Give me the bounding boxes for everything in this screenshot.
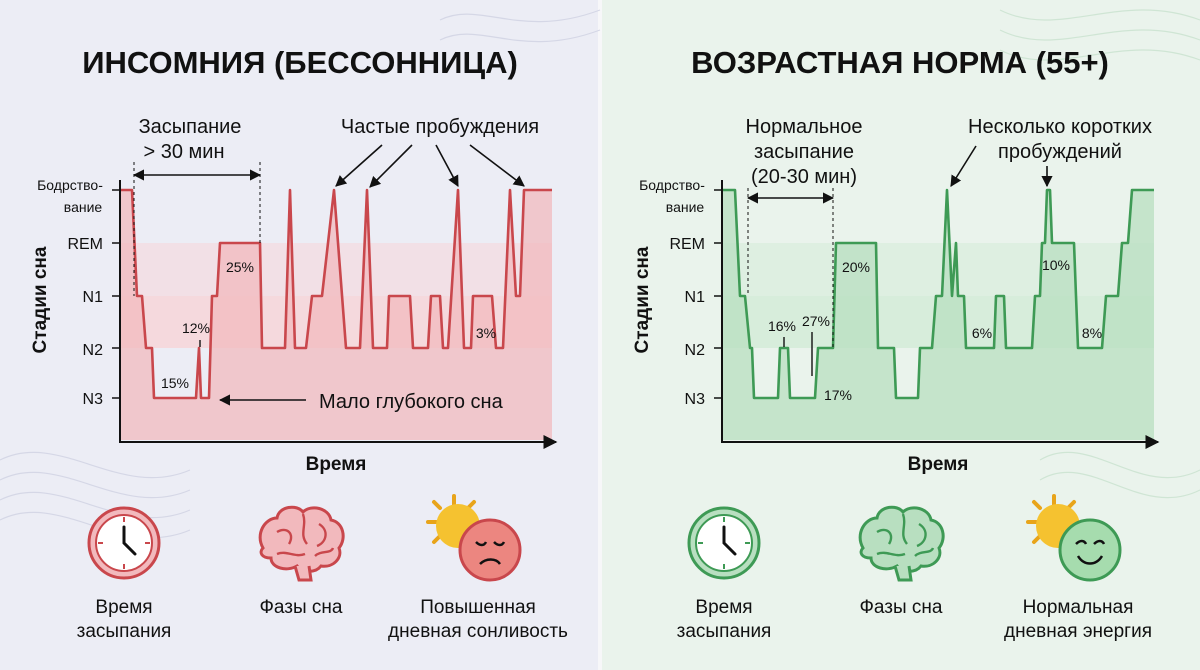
left-clock-label-2: засыпания (77, 621, 172, 642)
right-pct-n1-b: 8% (1082, 325, 1102, 341)
right-y-title: Стадии сна (632, 246, 653, 353)
panel-divider (598, 0, 602, 670)
r-tick-rem: REM (669, 236, 705, 253)
r-tick-n3: N3 (685, 391, 706, 408)
left-y-ticks: Бодрство- вание REM N1 N2 N3 (37, 177, 120, 408)
left-wave-decoration (0, 9, 601, 539)
left-sad-sun-face-icon (426, 494, 522, 582)
left-title: ИНСОМНИЯ (БЕССОННИЦА) (82, 45, 518, 80)
right-clock-label-2: засыпания (677, 621, 772, 642)
right-brain-label: Фазы сна (859, 597, 942, 618)
left-pct-n3: 15% (161, 375, 189, 391)
left-y-title: Стадии сна (30, 246, 51, 353)
right-wave-decoration (999, 9, 1200, 499)
right-awakening-arrows (950, 145, 1053, 188)
right-energy-label-2: дневная энергия (1004, 621, 1152, 642)
tick-wake-line1: Бодрство- (37, 177, 103, 193)
r-tick-wake-line1: Бодрство- (639, 177, 705, 193)
left-deep-sleep-label: Мало глубокого сна (319, 391, 504, 413)
right-onset-line1: Нормальное (746, 116, 863, 138)
right-rem-band (722, 243, 1154, 296)
left-sleepiness-label-1: Повышенная (420, 597, 536, 618)
left-awakenings-label: Частые пробуждения (341, 116, 539, 138)
left-axes (119, 180, 558, 449)
tick-rem: REM (67, 236, 103, 253)
right-title: ВОЗРАСТНАЯ НОРМА (55+) (691, 45, 1109, 80)
left-hypnogram-line (120, 188, 552, 400)
right-hypnogram-line (722, 188, 1154, 400)
right-awakenings-line1: Несколько коротких (968, 116, 1152, 138)
left-pct-n2: 12% (182, 320, 210, 336)
tick-n2: N2 (83, 342, 104, 359)
left-awakening-arrows (335, 144, 525, 188)
right-x-title: Время (908, 454, 969, 475)
right-pct-n3-b: 17% (824, 387, 852, 403)
right-y-ticks: Бодрство- вание REM N1 N2 N3 (639, 177, 722, 408)
right-axes (721, 180, 1160, 449)
tick-wake-line2: вание (64, 199, 103, 215)
left-sleepiness-label-2: дневная сонливость (388, 621, 568, 642)
left-pct-rem: 25% (226, 259, 254, 275)
left-hypnogram-fill (120, 190, 552, 440)
left-clock-icon (87, 506, 161, 580)
r-tick-n1: N1 (685, 289, 706, 306)
right-happy-sun-face-icon (1026, 494, 1122, 582)
right-onset-line3: (20-30 мин) (751, 166, 857, 188)
right-awakenings-line2: пробуждений (998, 141, 1122, 163)
left-pct-n1: 3% (476, 325, 496, 341)
tick-n3: N3 (83, 391, 104, 408)
tick-n1: N1 (83, 289, 104, 306)
right-onset-line2: засыпание (754, 141, 854, 163)
right-pct-n3-a: 27% (802, 313, 830, 329)
left-brain-label: Фазы сна (259, 597, 342, 618)
right-pct-rem-1: 20% (842, 259, 870, 275)
left-onset-line1: Засыпание (139, 116, 242, 138)
r-tick-wake-line2: вание (666, 199, 705, 215)
r-tick-n2: N2 (685, 342, 706, 359)
right-energy-label-1: Нормальная (1023, 597, 1134, 618)
right-pct-n1-a: 6% (972, 325, 992, 341)
left-x-title: Время (306, 454, 367, 475)
left-brain-icon (258, 505, 345, 582)
right-clock-label-1: Время (695, 597, 752, 618)
right-hypnogram-fill (722, 190, 1154, 440)
left-onset-line2: > 30 мин (143, 141, 224, 163)
right-pct-rem-2: 10% (1042, 257, 1070, 273)
right-brain-icon (858, 505, 945, 582)
right-clock-icon (687, 506, 761, 580)
left-clock-label-1: Время (95, 597, 152, 618)
right-pct-n2: 16% (768, 318, 796, 334)
